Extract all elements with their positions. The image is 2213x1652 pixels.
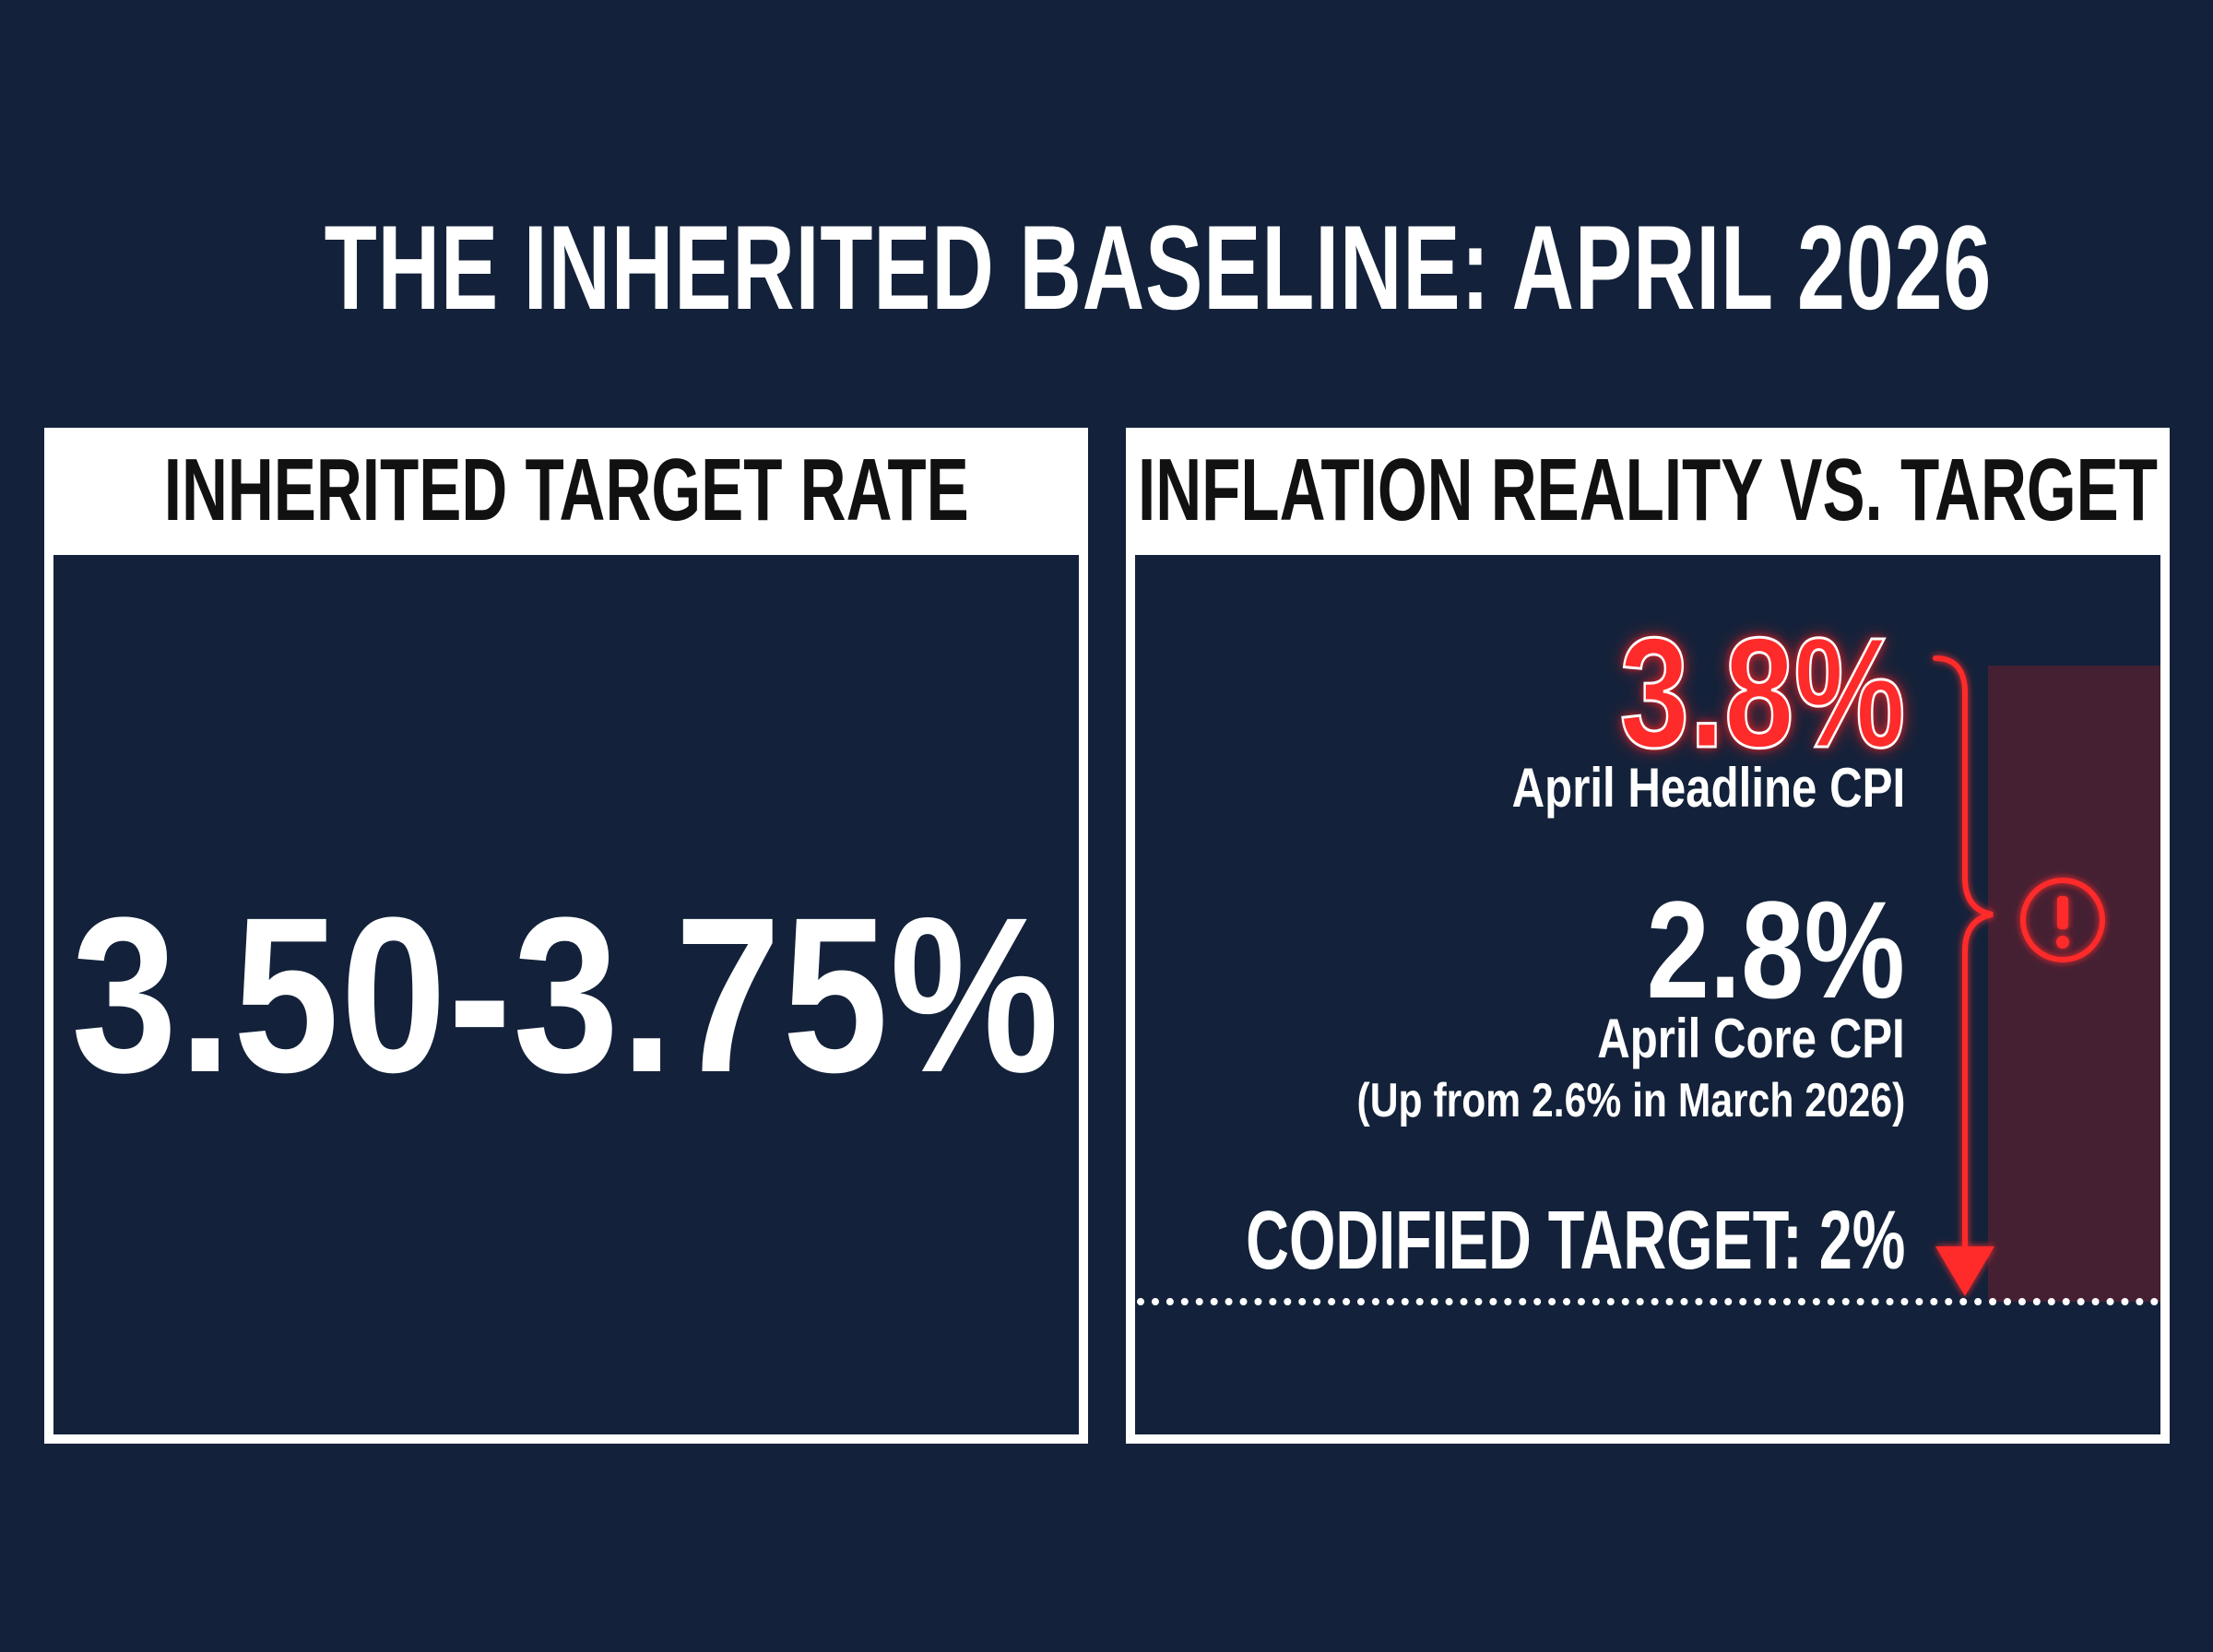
gap-brace — [1933, 655, 1994, 1249]
exclamation-circle-icon — [2020, 878, 2105, 962]
headline-cpi-value: 3.8% — [1618, 605, 1906, 783]
inherited-rate-panel: INHERITED TARGET RATE 3.50-3.75% — [44, 428, 1088, 1444]
core-cpi-value: 2.8% — [1646, 872, 1905, 1027]
inflation-gap-graphic — [1933, 655, 2160, 1302]
codified-target-label: CODIFIED TARGET: 2% — [1245, 1195, 1905, 1287]
inflation-panel: INFLATION REALITY VS. TARGET 3.8% April — [1126, 428, 2170, 1444]
inflation-body: 3.8% April Headline CPI 2.8% April Core … — [1135, 555, 2160, 1434]
inherited-rate-body: 3.50-3.75% — [53, 555, 1079, 1434]
page-title: THE INHERITED BASELINE: APRIL 2026 — [324, 200, 1993, 335]
core-cpi-note: (Up from 2.6% in March 2026) — [1356, 1074, 1905, 1127]
headline-cpi-label: April Headline CPI — [1511, 757, 1905, 819]
down-arrow-icon — [1935, 1246, 1994, 1296]
inherited-rate-header: INHERITED TARGET RATE — [163, 441, 969, 539]
inherited-rate-value: 3.50-3.75% — [71, 871, 1061, 1118]
target-dotted-line — [1137, 1298, 2159, 1305]
inflation-header: INFLATION REALITY VS. TARGET — [1138, 441, 2158, 539]
core-cpi-label: April Core CPI — [1597, 1008, 1905, 1069]
gap-shaded-region — [1988, 666, 2160, 1302]
